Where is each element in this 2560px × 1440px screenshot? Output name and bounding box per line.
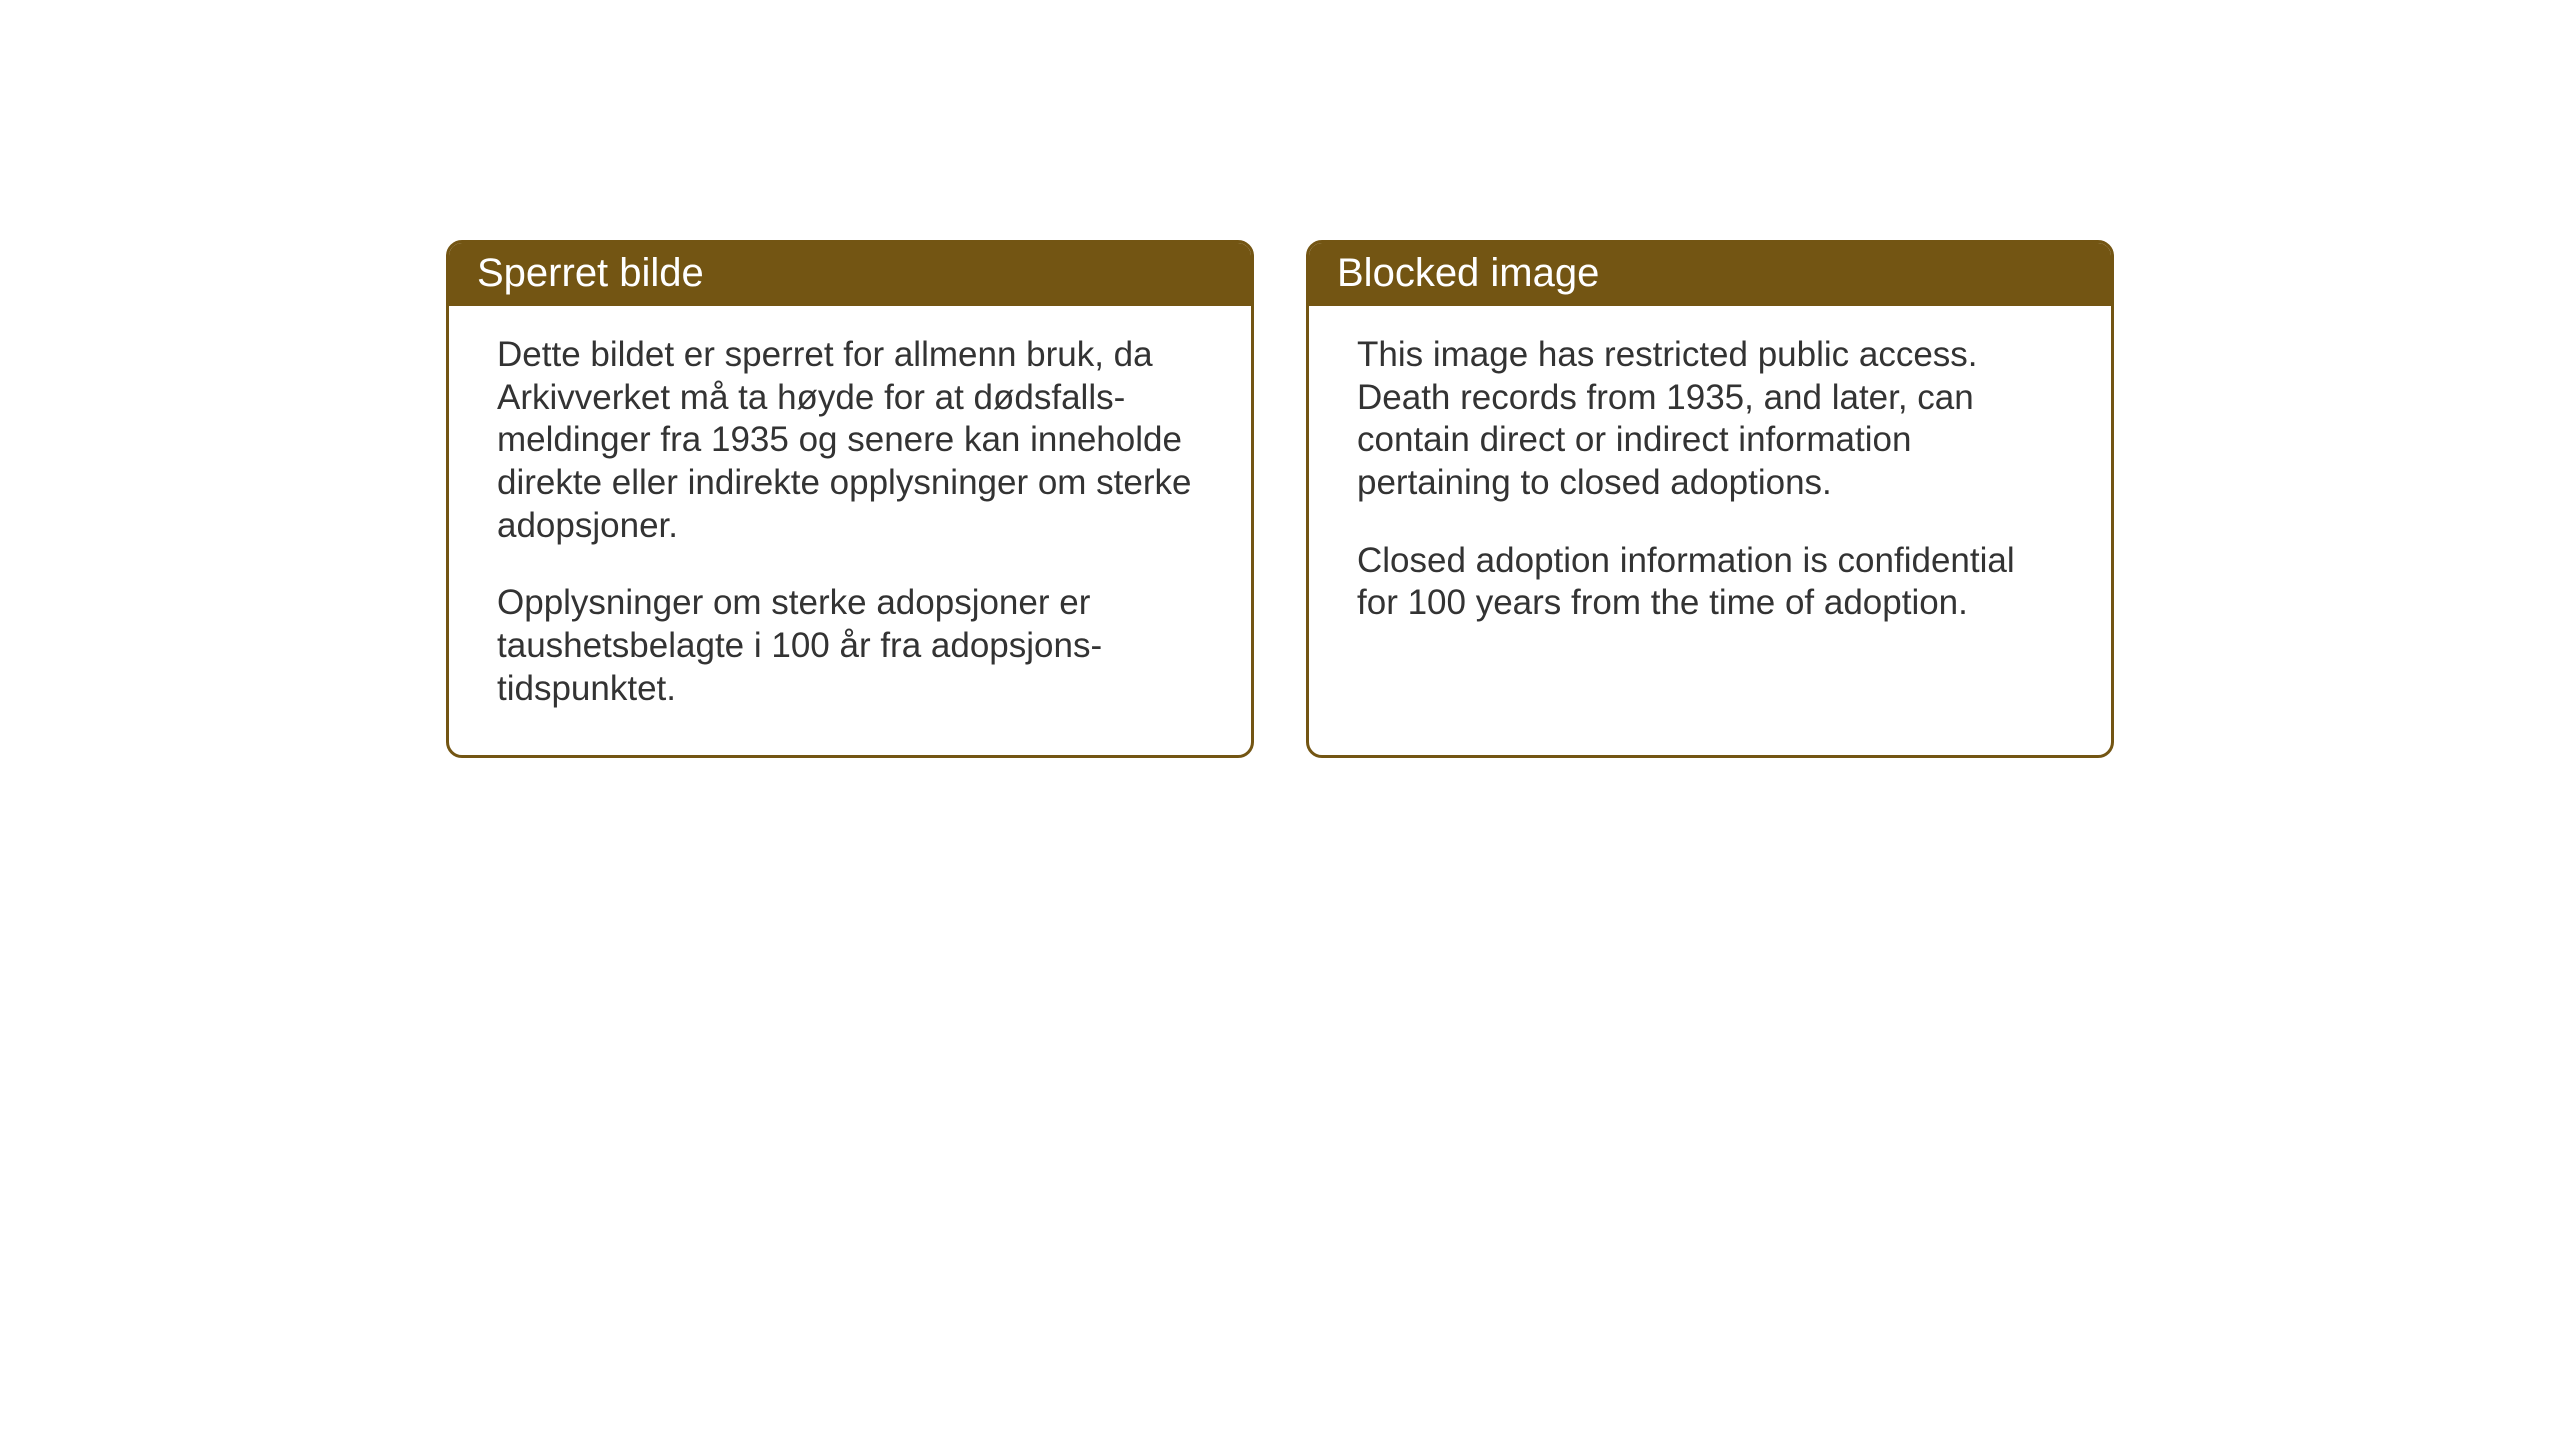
card-norwegian-para1: Dette bildet er sperret for allmenn bruk… [497,334,1203,547]
card-norwegian-title: Sperret bilde [477,251,704,295]
card-english-header: Blocked image [1309,243,2111,306]
card-english-para1: This image has restricted public access.… [1357,334,2063,505]
card-norwegian-header: Sperret bilde [449,243,1251,306]
card-norwegian: Sperret bilde Dette bildet er sperret fo… [446,240,1254,758]
card-english-para2: Closed adoption information is confident… [1357,540,2063,625]
cards-container: Sperret bilde Dette bildet er sperret fo… [446,240,2114,758]
card-norwegian-body: Dette bildet er sperret for allmenn bruk… [449,306,1251,755]
card-norwegian-para2: Opplysninger om sterke adopsjoner er tau… [497,582,1203,710]
card-english-title: Blocked image [1337,251,1599,295]
card-english-body: This image has restricted public access.… [1309,306,2111,669]
card-english: Blocked image This image has restricted … [1306,240,2114,758]
